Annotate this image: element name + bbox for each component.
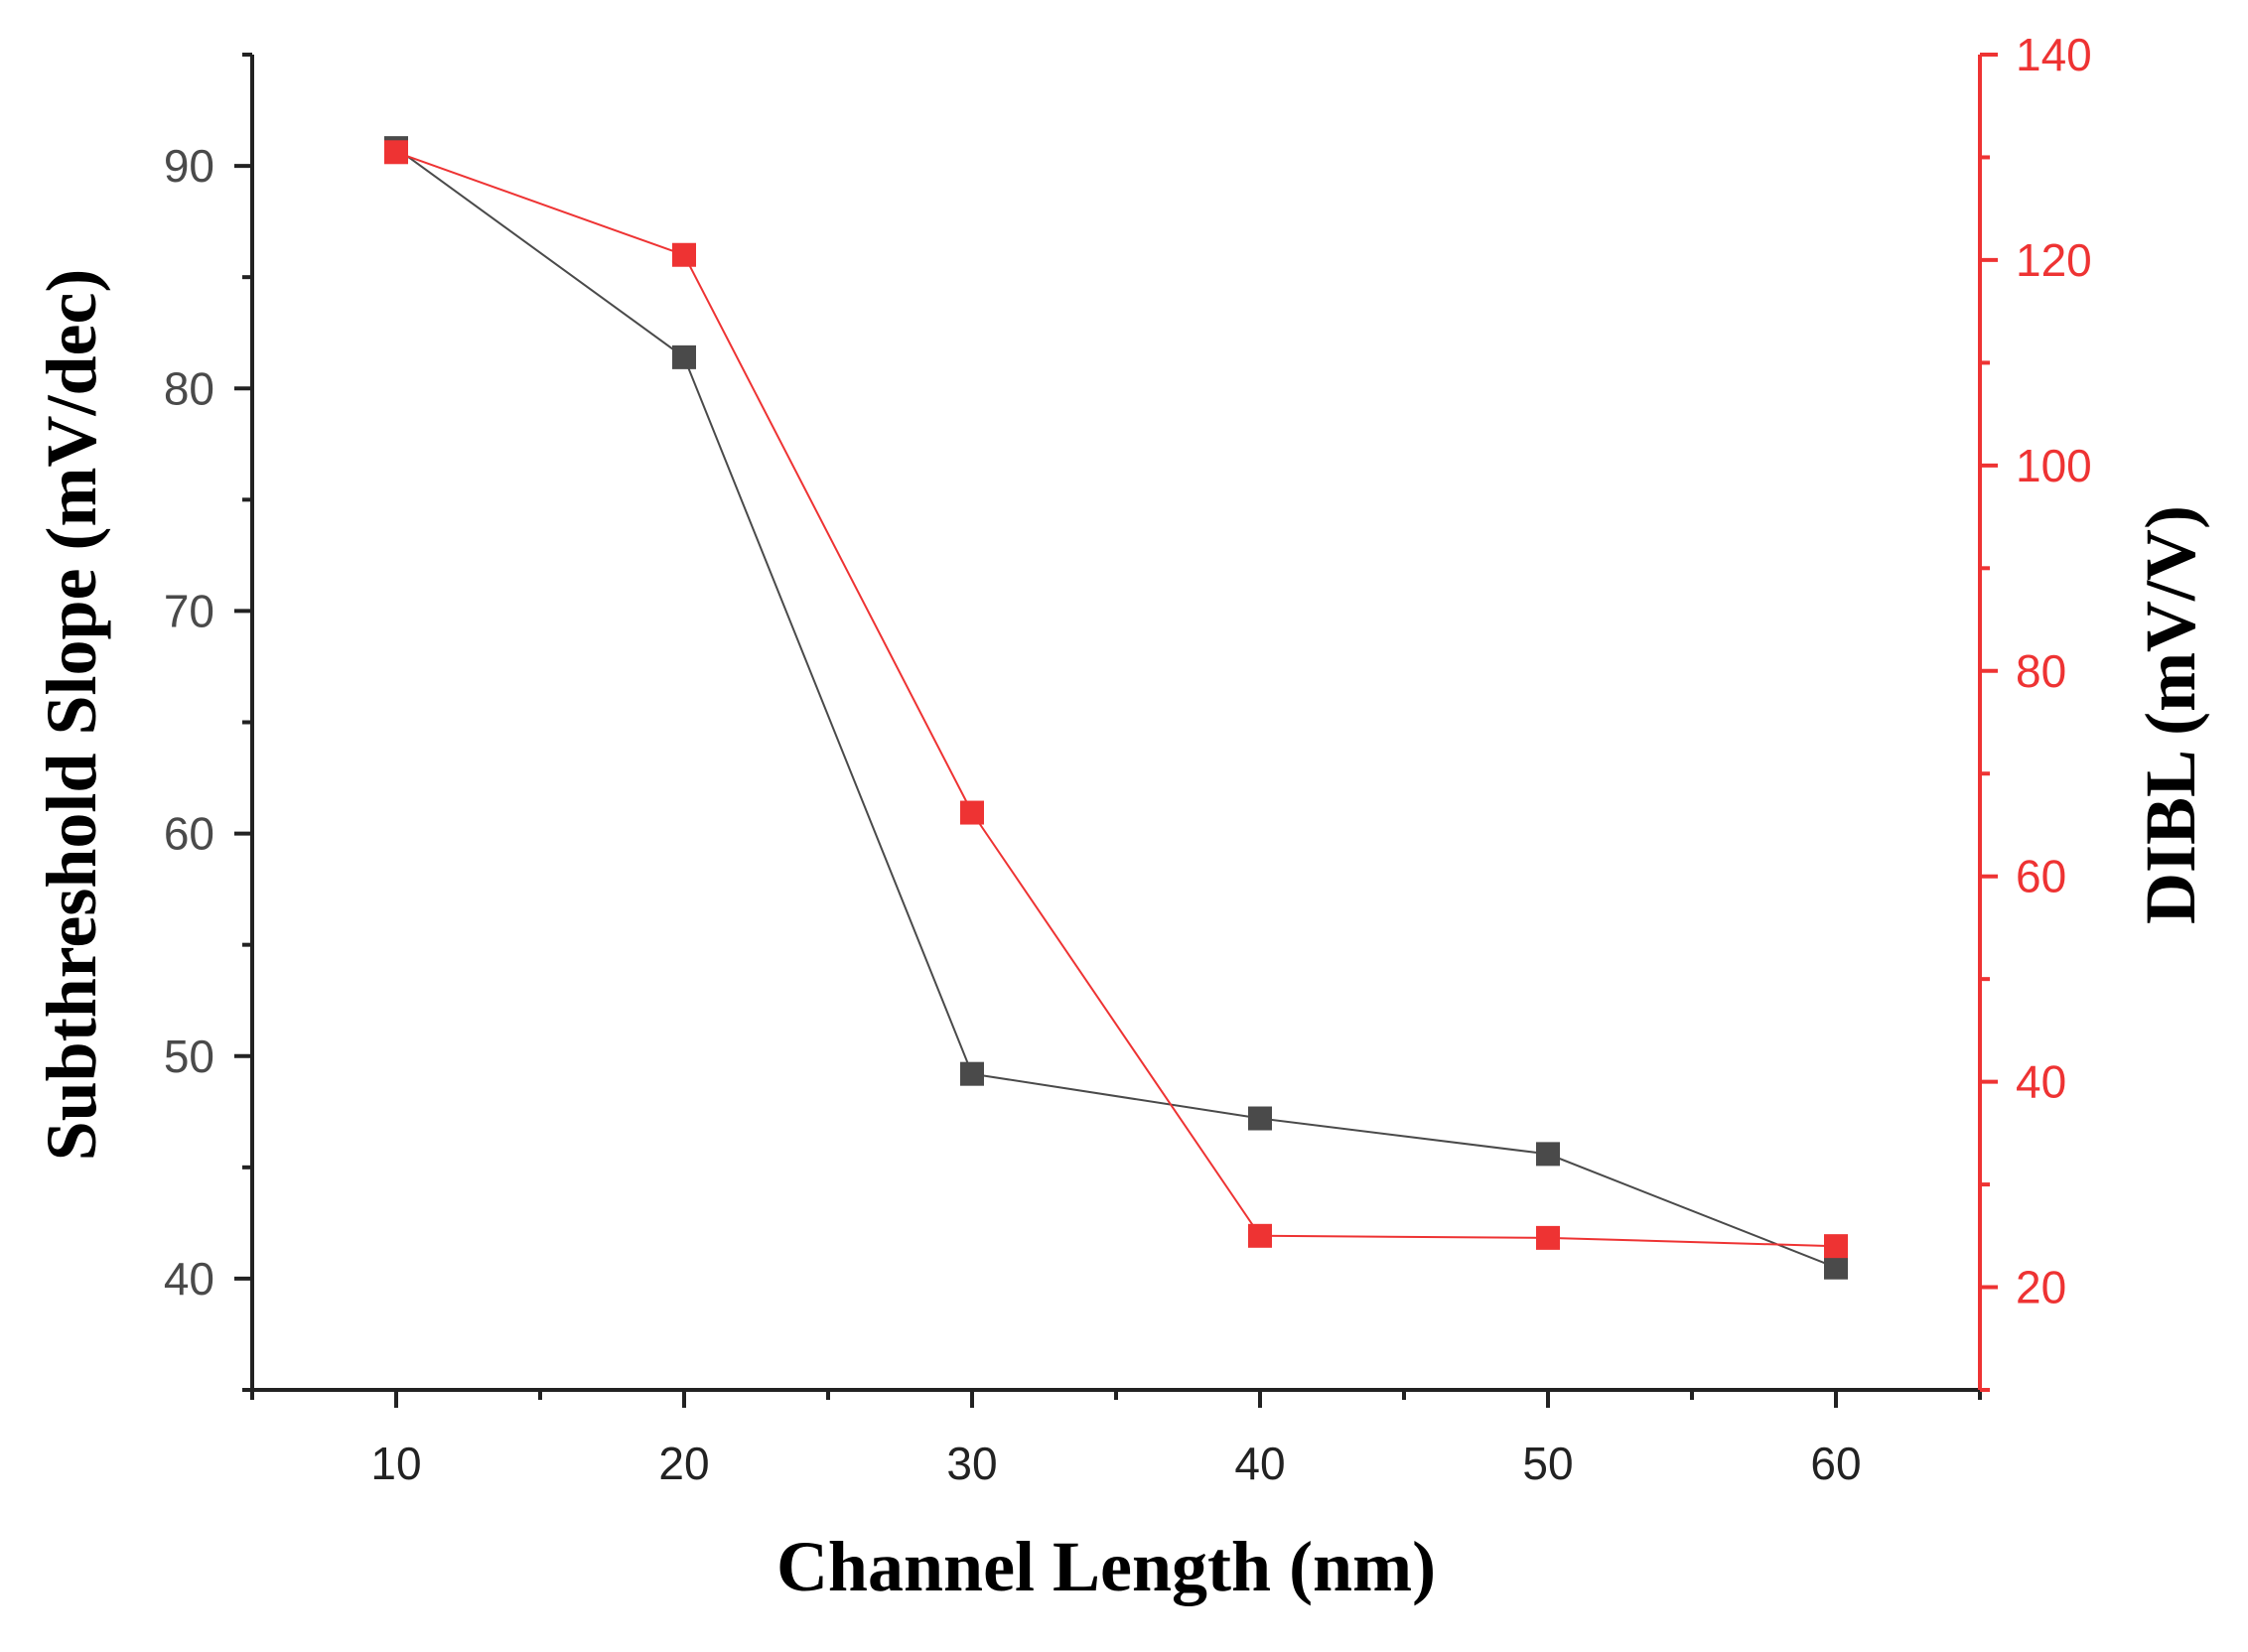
y-right-tick-label: 120	[2016, 234, 2092, 286]
y-left-tick-label: 90	[164, 140, 214, 192]
y-left-tick-label: 40	[164, 1253, 214, 1305]
series-right-marker	[960, 800, 984, 825]
y-axis-right: 20 40 60 80 100 120 140	[1980, 29, 2092, 1392]
x-tick-label: 60	[1810, 1438, 1861, 1489]
x-tick-label: 10	[370, 1438, 421, 1489]
x-tick-label: 20	[658, 1438, 709, 1489]
series-right-marker	[672, 242, 696, 267]
y-right-tick-label: 40	[2016, 1056, 2066, 1108]
series-right-marker	[384, 140, 408, 165]
y-right-tick-label: 60	[2016, 851, 2066, 902]
series-layer	[384, 136, 1848, 1280]
series-right-line	[395, 151, 1837, 1248]
y-right-tick-label: 100	[2016, 440, 2092, 491]
series-right-marker	[1824, 1234, 1848, 1259]
x-axis-title: Channel Length (nm)	[776, 1527, 1436, 1606]
series-right-marker	[1248, 1223, 1272, 1248]
series-left-marker	[1536, 1142, 1560, 1167]
y-left-tick-label: 80	[164, 362, 214, 414]
x-tick-label: 50	[1522, 1438, 1573, 1489]
y-axis-left: 40 50 60 70 80 90	[164, 53, 252, 1392]
y-left-tick-label: 60	[164, 808, 214, 860]
series-left-marker	[1248, 1106, 1272, 1131]
x-tick-label: 30	[946, 1438, 997, 1489]
y-axis-right-title: DIBL (mV/V)	[2131, 505, 2210, 924]
series-left-line	[395, 147, 1837, 1269]
series-right-marker	[1536, 1225, 1560, 1250]
series-left-marker	[1824, 1255, 1848, 1280]
y-right-tick-label: 80	[2016, 645, 2066, 697]
y-right-tick-label: 140	[2016, 29, 2092, 80]
series-left-marker	[672, 344, 696, 369]
y-left-tick-label: 70	[164, 585, 214, 636]
series-left-marker	[960, 1061, 984, 1086]
x-tick-label: 40	[1234, 1438, 1285, 1489]
x-axis: 10 20 30 40 50 60	[250, 1390, 1982, 1489]
y-right-tick-label: 20	[2016, 1262, 2066, 1313]
plot-frame	[250, 55, 1982, 1392]
y-axis-left-title: Subthreshold Slope (mV/dec)	[32, 269, 111, 1162]
y-left-tick-label: 50	[164, 1031, 214, 1082]
